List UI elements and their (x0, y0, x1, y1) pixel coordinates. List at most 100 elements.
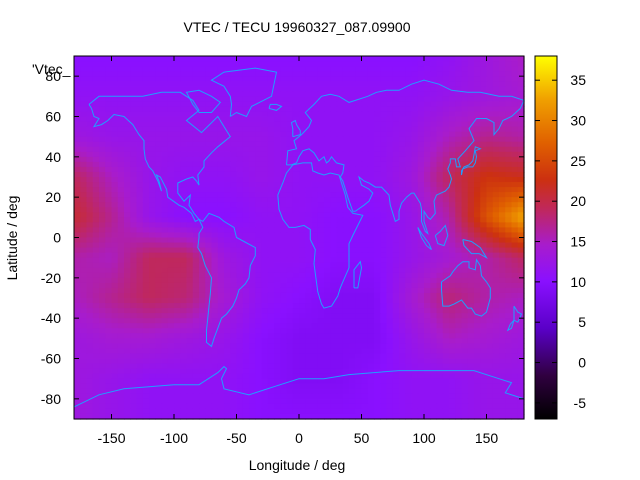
heatmap-cell (142, 91, 150, 97)
heatmap-cell (405, 318, 413, 324)
heatmap-cell (174, 277, 181, 284)
heatmap-cell (261, 363, 269, 370)
heatmap-cell (442, 383, 450, 390)
heatmap-cell (180, 328, 188, 334)
heatmap-cell (80, 91, 88, 97)
heatmap-cell (255, 171, 263, 178)
heatmap-cell (486, 358, 494, 365)
heatmap-cell (461, 227, 469, 234)
heatmap-cell (492, 111, 500, 118)
heatmap-cell (449, 192, 456, 198)
heatmap-cell (130, 212, 138, 218)
heatmap-cell (511, 91, 519, 97)
heatmap-cell (411, 247, 419, 254)
heatmap-cell (261, 91, 269, 97)
heatmap-cell (180, 182, 188, 188)
heatmap-cell (217, 358, 225, 365)
heatmap-cell (361, 56, 369, 62)
heatmap-cell (492, 156, 500, 163)
heatmap-cell (511, 348, 519, 355)
heatmap-cell (374, 192, 381, 198)
heatmap-cell (267, 262, 275, 269)
heatmap-cell (392, 287, 400, 294)
heatmap-cell (186, 106, 194, 113)
heatmap-cell (499, 101, 506, 108)
heatmap-cell (405, 338, 413, 344)
heatmap-cell (74, 151, 81, 158)
heatmap-cell (417, 348, 425, 355)
heatmap-cell (511, 187, 519, 193)
heatmap-cell (99, 131, 106, 138)
heatmap-cell (430, 348, 438, 355)
heatmap-cell (474, 207, 481, 213)
heatmap-cell (436, 287, 444, 294)
heatmap-cell (499, 161, 506, 168)
heatmap-cell (236, 91, 244, 97)
heatmap-cell (161, 146, 169, 153)
heatmap-cell (111, 71, 119, 77)
heatmap-cell (492, 197, 500, 203)
heatmap-cell (174, 161, 181, 168)
heatmap-cell (242, 81, 250, 87)
heatmap-cell (405, 111, 413, 118)
heatmap-cell (505, 86, 513, 92)
heatmap-cell (161, 388, 169, 395)
heatmap-cell (424, 81, 431, 87)
heatmap-cell (474, 66, 481, 72)
heatmap-cell (105, 217, 113, 223)
heatmap-cell (492, 398, 500, 405)
heatmap-cell (199, 242, 206, 249)
heatmap-cell (367, 277, 375, 284)
heatmap-cell (180, 101, 188, 108)
heatmap-cell (199, 81, 206, 87)
heatmap-cell (486, 212, 494, 218)
heatmap-cell (142, 131, 150, 138)
heatmap-cell (392, 308, 400, 314)
heatmap-cell (336, 378, 344, 385)
heatmap-cell (224, 282, 231, 289)
heatmap-cell (305, 298, 313, 304)
heatmap-cell (449, 177, 456, 183)
heatmap-cell (136, 398, 144, 405)
heatmap-cell (74, 171, 81, 178)
heatmap-cell (311, 343, 319, 350)
heatmap-cell (330, 232, 338, 239)
heatmap-cell (342, 106, 350, 113)
heatmap-cell (280, 227, 288, 234)
heatmap-cell (355, 61, 363, 67)
heatmap-cell (486, 126, 494, 133)
heatmap-cell (299, 126, 306, 133)
heatmap-cell (511, 338, 519, 344)
heatmap-cell (505, 308, 513, 314)
heatmap-cell (186, 358, 194, 365)
heatmap-cell (136, 161, 144, 168)
heatmap-cell (242, 328, 250, 334)
heatmap-cell (186, 217, 194, 223)
heatmap-cell (180, 116, 188, 123)
heatmap-cell (461, 298, 469, 304)
heatmap-cell (74, 126, 81, 133)
heatmap-cell (211, 156, 219, 163)
heatmap-cell (330, 242, 338, 249)
heatmap-cell (199, 76, 206, 82)
heatmap-cell (136, 403, 144, 410)
heatmap-cell (324, 101, 331, 108)
heatmap-cell (299, 393, 306, 400)
heatmap-cell (399, 126, 406, 133)
heatmap-cell (305, 272, 313, 279)
heatmap-cell (474, 287, 481, 294)
heatmap-cell (361, 101, 369, 108)
heatmap-cell (236, 353, 244, 360)
heatmap-cell (74, 237, 81, 244)
heatmap-cell (274, 126, 281, 133)
heatmap-cell (355, 333, 363, 339)
heatmap-cell (417, 227, 425, 234)
heatmap-cell (324, 166, 331, 173)
heatmap-cell (192, 343, 200, 350)
heatmap-cell (174, 86, 181, 92)
heatmap-cell (424, 328, 431, 334)
heatmap-cell (511, 313, 519, 319)
heatmap-cell (449, 292, 456, 299)
heatmap-cell (424, 227, 431, 234)
heatmap-cell (455, 303, 463, 309)
